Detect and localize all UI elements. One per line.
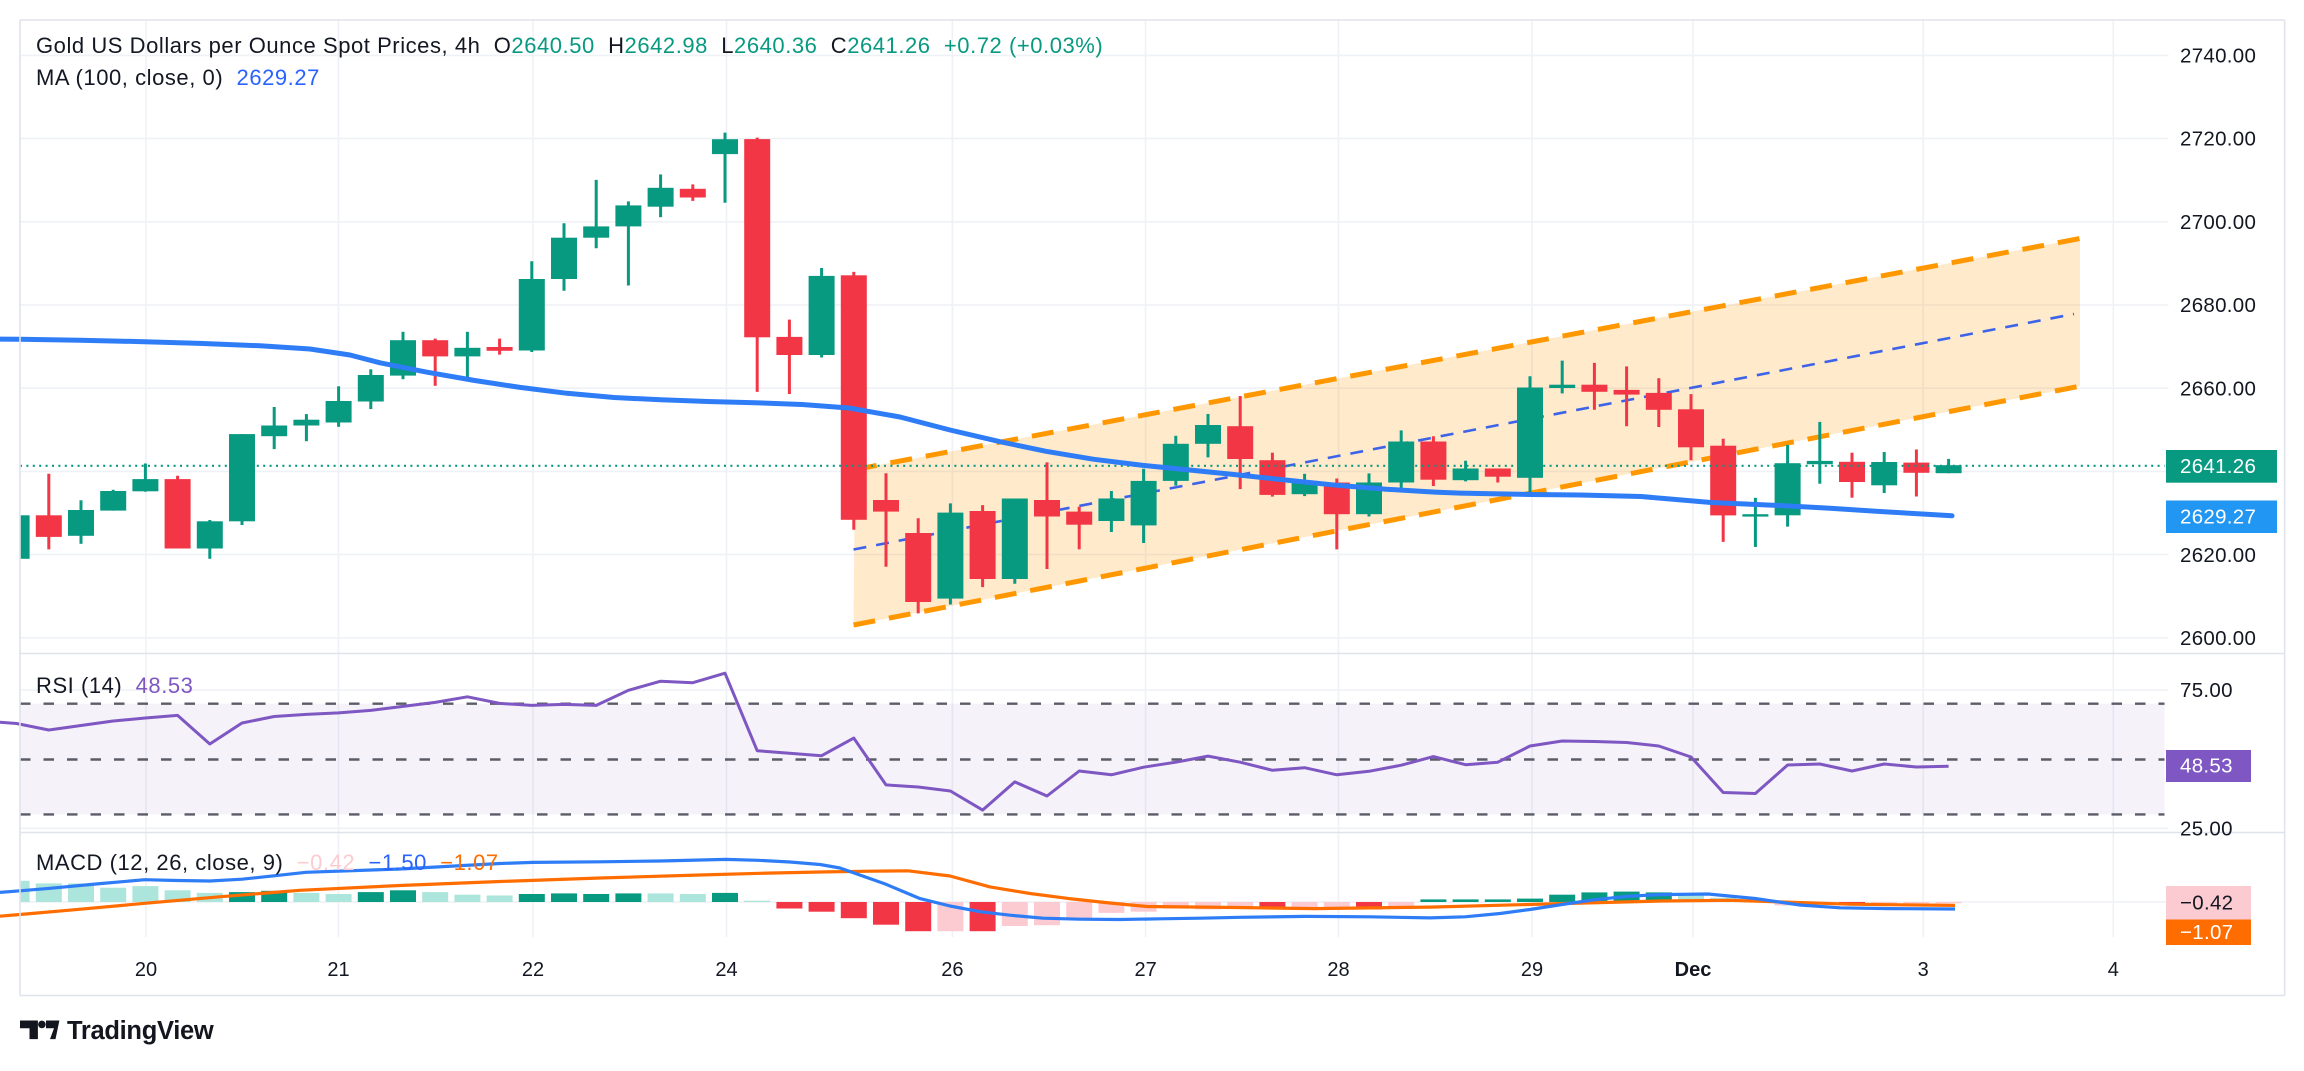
svg-text:2629.27: 2629.27 [2180,506,2256,529]
svg-text:Dec: Dec [1675,959,1712,981]
svg-text:RSI (14) 48.53: RSI (14) 48.53 [36,673,193,698]
svg-text:4: 4 [2108,959,2119,981]
svg-text:−1.07: −1.07 [2180,921,2233,944]
svg-text:2641.26: 2641.26 [2180,455,2256,478]
svg-text:−0.42: −0.42 [2180,891,2233,914]
svg-text:2620.00: 2620.00 [2180,544,2256,567]
svg-text:3: 3 [1918,959,1929,981]
svg-text:2700.00: 2700.00 [2180,211,2256,234]
svg-text:27: 27 [1134,959,1156,981]
svg-text:2740.00: 2740.00 [2180,45,2256,68]
svg-text:Gold US Dollars per Ounce Spot: Gold US Dollars per Ounce Spot Prices, 4… [36,33,1103,58]
svg-text:25.00: 25.00 [2180,818,2233,841]
svg-text:28: 28 [1327,959,1349,981]
svg-text:22: 22 [522,959,544,981]
svg-text:MA (100, close, 0) 2629.27: MA (100, close, 0) 2629.27 [36,65,320,90]
svg-text:2660.00: 2660.00 [2180,377,2256,400]
svg-text:2680.00: 2680.00 [2180,294,2256,317]
svg-text:21: 21 [327,959,349,981]
svg-text:2600.00: 2600.00 [2180,627,2256,650]
svg-text:48.53: 48.53 [2180,755,2233,778]
svg-text:MACD (12, 26, close, 9) −0.42: MACD (12, 26, close, 9) −0.42 −1.50 −1.0… [36,850,499,875]
svg-text:75.00: 75.00 [2180,679,2233,702]
svg-text:26: 26 [941,959,963,981]
svg-text:20: 20 [135,959,157,981]
svg-text:29: 29 [1521,959,1543,981]
svg-text:2720.00: 2720.00 [2180,128,2256,151]
svg-text:TradingView: TradingView [67,1017,214,1045]
svg-text:24: 24 [715,959,737,981]
